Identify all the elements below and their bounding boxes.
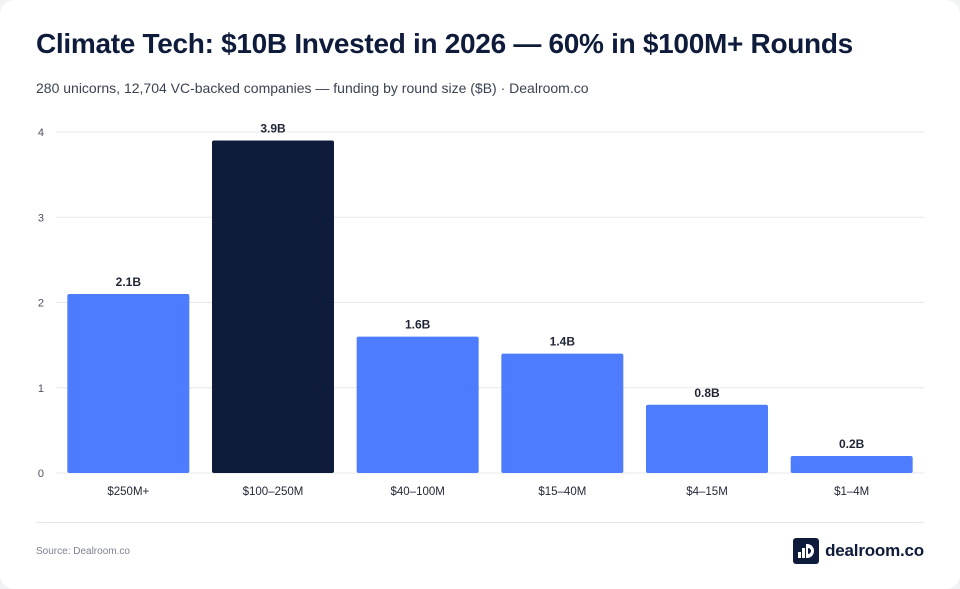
brand-logo: dealroom.co bbox=[793, 538, 924, 564]
data-label: 0.2B bbox=[839, 437, 865, 451]
x-tick-label: $250M+ bbox=[107, 486, 149, 498]
footer-divider bbox=[36, 522, 924, 523]
data-label: 0.8B bbox=[694, 386, 720, 400]
data-label: 3.9B bbox=[260, 122, 286, 136]
x-tick-label: $4–15M bbox=[686, 486, 728, 498]
chart-subtitle: 280 unicorns, 12,704 VC-backed companies… bbox=[36, 80, 589, 96]
bar bbox=[646, 404, 768, 473]
y-tick-label: 2 bbox=[38, 298, 44, 310]
bar bbox=[67, 293, 190, 473]
data-label: 2.1B bbox=[116, 275, 142, 289]
bar bbox=[501, 353, 624, 473]
bar bbox=[790, 455, 913, 473]
chart-title: Climate Tech: $10B Invested in 2026 — 60… bbox=[36, 28, 853, 59]
bar-chart: 0 1 2 3 4 2.1B $250M+ 3.9B $100–250M 1.6B $40–100M… bbox=[38, 122, 924, 498]
bar bbox=[212, 140, 334, 473]
x-tick-label: $40–100M bbox=[390, 486, 444, 498]
x-tick-label: $100–250M bbox=[243, 486, 304, 498]
y-tick-label: 4 bbox=[38, 127, 44, 139]
dealroom-logo-icon bbox=[793, 538, 820, 564]
y-tick-label: 3 bbox=[38, 212, 44, 224]
brand-name: dealroom.co bbox=[825, 541, 924, 560]
bar bbox=[356, 336, 479, 473]
y-tick-label: 1 bbox=[38, 383, 44, 395]
data-label: 1.4B bbox=[550, 335, 576, 349]
x-tick-label: $15–40M bbox=[538, 486, 586, 498]
source-note: Source: Dealroom.co bbox=[36, 546, 130, 557]
y-tick-label: 0 bbox=[38, 468, 44, 480]
data-label: 1.6B bbox=[405, 318, 431, 332]
x-tick-label: $1–4M bbox=[834, 486, 869, 498]
